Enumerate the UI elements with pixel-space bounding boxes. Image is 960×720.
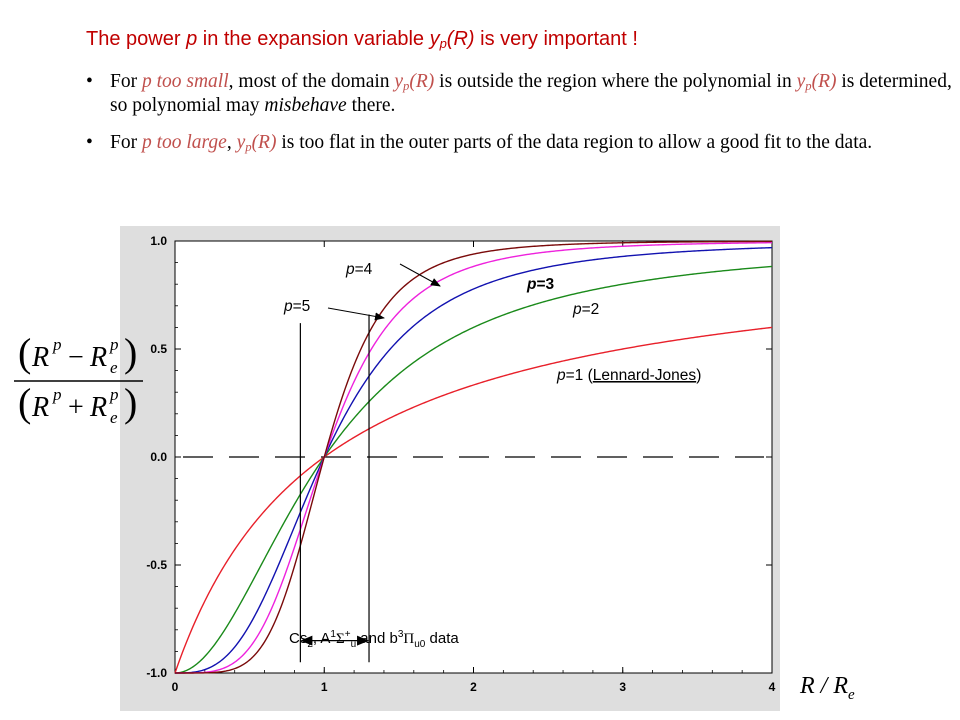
- p4-pointer-arrow: [399, 263, 441, 287]
- x-tick-label: 1: [321, 680, 328, 694]
- bullet-dot: •: [86, 132, 93, 153]
- y-tick-label: -1.0: [146, 666, 167, 680]
- svg-text:e: e: [110, 408, 118, 427]
- svg-text:p: p: [52, 385, 62, 404]
- svg-text:): ): [124, 330, 137, 375]
- label-p5: p=5: [283, 298, 310, 315]
- svg-text:p: p: [109, 385, 119, 404]
- x-tick-label: 0: [172, 680, 179, 694]
- label-p2: p=2: [572, 301, 599, 318]
- svg-text:(: (: [18, 330, 31, 375]
- series-line-p2: [174, 265, 773, 674]
- y-tick-label: 1.0: [150, 234, 167, 248]
- svg-text:R: R: [89, 392, 107, 423]
- label-p4: p=4: [345, 261, 373, 278]
- svg-text:R: R: [31, 342, 49, 373]
- bullet-item: • For p too large, yp(R) is too flat in …: [86, 132, 873, 154]
- bullet-item: • For p too small, most of the domain yp…: [86, 71, 952, 116]
- x-axis-label: R / Re: [799, 673, 855, 703]
- label-p1: p=1 (Lennard-Jones): [556, 367, 701, 384]
- data-range-arrow-head-left: [300, 635, 313, 646]
- y-axis-formula: ( R p − R p e ) ( R p + R p e ): [14, 330, 143, 427]
- svg-text:(: (: [18, 380, 31, 425]
- y-tick-label: -0.5: [146, 558, 167, 572]
- series-line-p5: [175, 240, 773, 674]
- y-tick-label: 0.0: [150, 450, 167, 464]
- svg-text:p: p: [109, 335, 119, 354]
- data-range-caption: Cs2, A1Σ+u and b3Πu0 data: [289, 629, 459, 650]
- series-line-p3: [175, 246, 773, 674]
- svg-text:e: e: [110, 358, 118, 377]
- series-group: [174, 240, 773, 674]
- y-tick-label: 0.5: [150, 342, 167, 356]
- x-tick-label: 3: [619, 680, 626, 694]
- x-tick-label: 4: [769, 680, 776, 694]
- p5-pointer-arrow: [327, 307, 385, 321]
- x-tick-labels: 0 1 2 3 4: [172, 680, 776, 694]
- series-line-p4: [175, 241, 773, 674]
- svg-text:+: +: [68, 392, 84, 423]
- slide-title: The power p in the expansion variable yp…: [86, 28, 638, 51]
- y-tick-labels: 1.0 0.5 0.0 -0.5 -1.0: [146, 234, 167, 680]
- svg-text:R: R: [89, 342, 107, 373]
- svg-text:p: p: [52, 335, 62, 354]
- bullet-dot: •: [86, 71, 93, 92]
- x-tick-label: 2: [470, 680, 477, 694]
- label-p3: p=3: [526, 276, 555, 293]
- series-line-p1: [174, 326, 773, 674]
- bullet-list: • For p too small, most of the domain yp…: [86, 70, 956, 168]
- data-range-arrow-head-right: [357, 635, 370, 646]
- svg-text:R: R: [31, 392, 49, 423]
- svg-text:): ): [124, 380, 137, 425]
- svg-text:−: −: [68, 342, 84, 373]
